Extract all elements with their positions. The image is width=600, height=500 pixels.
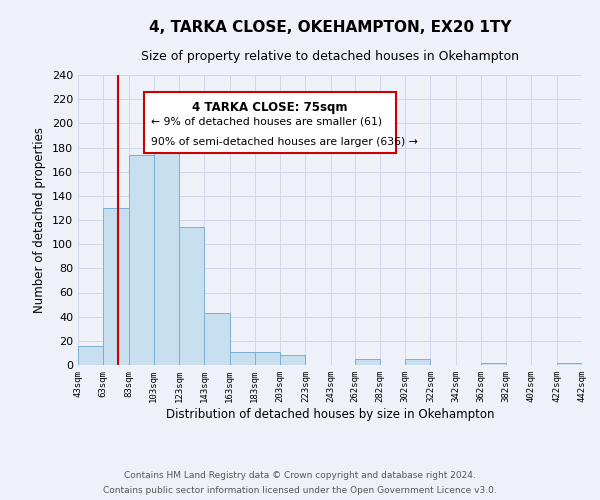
Bar bbox=[280, 356, 305, 365]
Bar bbox=[128, 155, 154, 365]
Text: Contains HM Land Registry data © Crown copyright and database right 2024.: Contains HM Land Registry data © Crown c… bbox=[124, 471, 476, 480]
Bar bbox=[230, 352, 255, 365]
Bar bbox=[557, 362, 582, 365]
Bar bbox=[205, 313, 230, 365]
Bar bbox=[78, 346, 103, 365]
X-axis label: Distribution of detached houses by size in Okehampton: Distribution of detached houses by size … bbox=[166, 408, 494, 420]
Text: Contains public sector information licensed under the Open Government Licence v3: Contains public sector information licen… bbox=[103, 486, 497, 495]
FancyBboxPatch shape bbox=[143, 92, 395, 154]
Text: 4, TARKA CLOSE, OKEHAMPTON, EX20 1TY: 4, TARKA CLOSE, OKEHAMPTON, EX20 1TY bbox=[149, 20, 511, 35]
Bar bbox=[355, 359, 380, 365]
Text: Size of property relative to detached houses in Okehampton: Size of property relative to detached ho… bbox=[141, 50, 519, 63]
Bar bbox=[481, 362, 506, 365]
Bar bbox=[154, 140, 179, 365]
Text: ← 9% of detached houses are smaller (61): ← 9% of detached houses are smaller (61) bbox=[151, 116, 382, 126]
Bar bbox=[103, 208, 128, 365]
Bar bbox=[405, 359, 430, 365]
Text: 90% of semi-detached houses are larger (636) →: 90% of semi-detached houses are larger (… bbox=[151, 138, 418, 147]
Y-axis label: Number of detached properties: Number of detached properties bbox=[34, 127, 46, 313]
Bar bbox=[255, 352, 280, 365]
Text: 4 TARKA CLOSE: 75sqm: 4 TARKA CLOSE: 75sqm bbox=[192, 101, 347, 114]
Bar bbox=[179, 227, 205, 365]
